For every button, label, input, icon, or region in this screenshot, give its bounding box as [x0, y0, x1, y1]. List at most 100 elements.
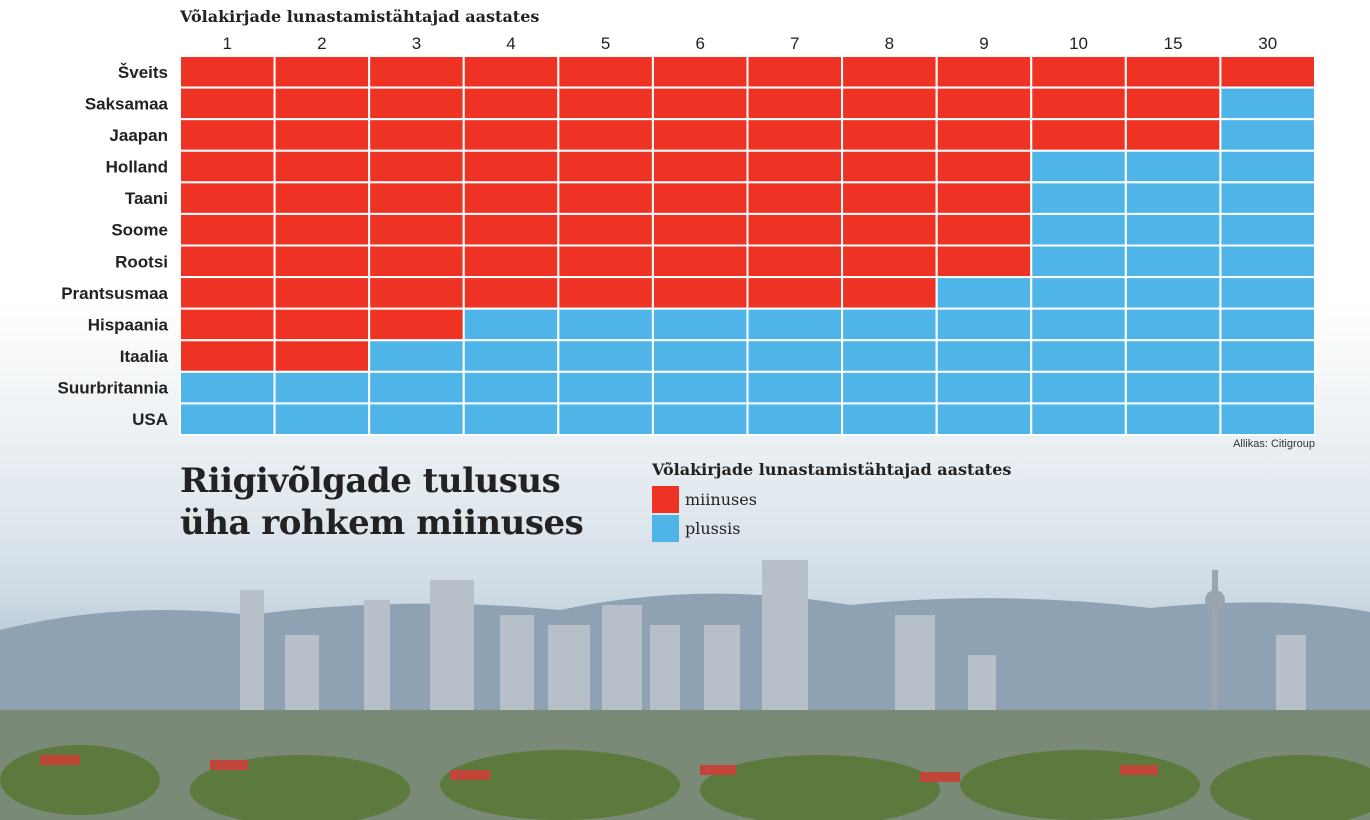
heatmap-cell: [1124, 118, 1222, 152]
heatmap-cell: [462, 339, 560, 373]
legend-label-negative: miinuses: [685, 490, 757, 509]
x-tick-label: 8: [885, 34, 894, 53]
heatmap-cell: [841, 276, 938, 310]
heatmap-cell: [935, 339, 1033, 373]
heatmap-cell: [651, 370, 749, 405]
heatmap-cell: [651, 181, 749, 215]
heatmap-cell: [841, 55, 938, 89]
heatmap-cell: [935, 86, 1033, 121]
heatmap-cell: [368, 181, 465, 215]
heatmap-cell: [1124, 276, 1222, 310]
legend-title: Võlakirjade lunastamistähtajad aastates: [652, 460, 1012, 479]
x-axis-title: Võlakirjade lunastamistähtajad aastates: [179, 7, 539, 26]
heatmap-cell: [935, 55, 1033, 89]
legend-item-positive: plussis: [652, 514, 1011, 543]
heatmap-cell: [1219, 339, 1316, 373]
heatmap-cell: [935, 276, 1033, 310]
heatmap-cell: [557, 307, 654, 342]
heatmap-cell: [273, 276, 371, 310]
heatmap-cell: [651, 86, 749, 121]
heatmap-cell: [1030, 86, 1127, 121]
heatmap-cell: [273, 181, 371, 215]
heatmap-cell: [557, 86, 654, 121]
heatmap-cell: [1219, 118, 1316, 152]
heatmap-cell: [746, 370, 844, 405]
heatmap-cell: [462, 370, 560, 405]
heatmap-cell: [1124, 402, 1222, 436]
heatmap-cell: [651, 307, 749, 342]
legend: Võlakirjade lunastamistähtajad aastates …: [652, 460, 1011, 543]
heatmap-cell: [368, 212, 465, 247]
heatmap-cell: [1219, 212, 1316, 247]
heatmap-cell: [651, 149, 749, 184]
heatmap-cell: [1124, 212, 1222, 247]
city-skyline-image: [0, 560, 1370, 820]
y-tick-label: Suurbritannia: [57, 379, 168, 398]
heatmap-cell: [557, 55, 654, 89]
heatmap-cell: [557, 244, 654, 279]
heatmap-cell: [179, 276, 276, 310]
heatmap-cell: [841, 339, 938, 373]
heatmap-cell: [179, 339, 276, 373]
heatmap-cell: [841, 149, 938, 184]
heatmap-cell: [1030, 370, 1127, 405]
heatmap-cell: [651, 118, 749, 152]
heatmap-cell: [1124, 339, 1222, 373]
x-tick-label: 2: [317, 34, 326, 53]
legend-swatch-negative: [652, 486, 679, 513]
heatmap-cell: [273, 118, 371, 152]
heatmap-cell: [462, 307, 560, 342]
heatmap-cell: [462, 86, 560, 121]
heatmap-cell: [651, 276, 749, 310]
heatmap-cell: [746, 307, 844, 342]
heatmap-cell: [368, 149, 465, 184]
heatmap-cell: [1219, 402, 1316, 436]
x-tick-label: 10: [1069, 34, 1088, 53]
heatmap-cell: [651, 212, 749, 247]
heatmap-cell: [1124, 86, 1222, 121]
heatmap-cell: [746, 86, 844, 121]
heatmap-cell: [1124, 149, 1222, 184]
heatmap-cell: [841, 181, 938, 215]
heatmap-cell: [1030, 276, 1127, 310]
heatmap-cell: [746, 244, 844, 279]
heatmap-cell: [462, 55, 560, 89]
heatmap-cell: [179, 118, 276, 152]
legend-label-positive: plussis: [685, 519, 741, 538]
heatmap-cell: [841, 244, 938, 279]
heatmap-cell: [273, 307, 371, 342]
heatmap-cell: [1219, 181, 1316, 215]
heatmap-cell: [1030, 118, 1127, 152]
y-tick-label: Šveits: [118, 63, 168, 82]
chart-title: Riigivõlgade tulusus üha rohkem miinuses: [180, 461, 584, 543]
heatmap-cell: [1219, 244, 1316, 279]
heatmap-cell: [841, 118, 938, 152]
heatmap-cell: [935, 149, 1033, 184]
heatmap-cell: [179, 307, 276, 342]
heatmap-cell: [651, 402, 749, 436]
heatmap-cell: [1124, 244, 1222, 279]
y-tick-label: Hispaania: [88, 315, 169, 334]
heatmap-cell: [462, 181, 560, 215]
y-tick-label: Taani: [125, 189, 168, 208]
heatmap-cell: [179, 244, 276, 279]
heatmap-cell: [557, 181, 654, 215]
heatmap-cell: [273, 149, 371, 184]
heatmap-cell: [179, 86, 276, 121]
heatmap-cell: [935, 118, 1033, 152]
heatmap-cell: [1219, 307, 1316, 342]
heatmap-cell: [179, 370, 276, 405]
y-tick-label: Prantsusmaa: [61, 284, 168, 303]
heatmap-cell: [746, 181, 844, 215]
heatmap-cell: [651, 339, 749, 373]
x-tick-label: 6: [695, 34, 704, 53]
heatmap-cell: [651, 244, 749, 279]
y-tick-label: Itaalia: [120, 347, 169, 366]
x-tick-label: 9: [979, 34, 988, 53]
heatmap-cell: [179, 402, 276, 436]
y-tick-label: Soome: [111, 221, 168, 240]
heatmap-cell: [368, 370, 465, 405]
heatmap-cell: [368, 86, 465, 121]
x-tick-label: 30: [1258, 34, 1277, 53]
heatmap-cell: [841, 212, 938, 247]
